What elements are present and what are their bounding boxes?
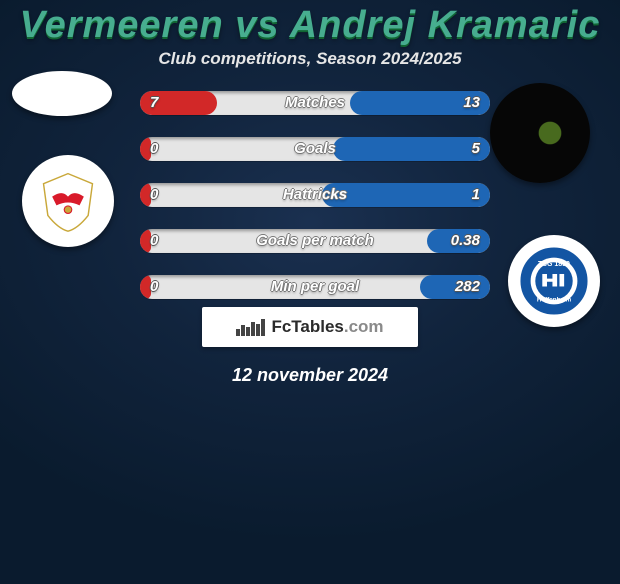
stat-row: 01Hattricks <box>140 183 490 207</box>
player-right-avatar <box>490 83 590 183</box>
stat-row: 05Goals <box>140 137 490 161</box>
rb-leipzig-icon <box>32 165 104 237</box>
stat-row: 0282Min per goal <box>140 275 490 299</box>
club-left-logo <box>22 155 114 247</box>
stat-row: 00.38Goals per match <box>140 229 490 253</box>
brand-chart-icon <box>236 319 265 336</box>
date-label: 12 november 2024 <box>0 365 620 386</box>
stat-label: Hattricks <box>140 183 490 207</box>
club-right-logo: TSG 1899 Hoffenheim <box>508 235 600 327</box>
stat-label: Min per goal <box>140 275 490 299</box>
page-title: Vermeeren vs Andrej Kramaric <box>0 4 620 47</box>
stat-label: Matches <box>140 91 490 115</box>
svg-text:Hoffenheim: Hoffenheim <box>537 296 572 303</box>
stat-bars: 713Matches 05Goals 01Hattricks 00.38Goals p… <box>140 91 490 321</box>
stat-row: 713Matches <box>140 91 490 115</box>
stat-label: Goals per match <box>140 229 490 253</box>
player-left-avatar <box>12 71 112 116</box>
stat-label: Goals <box>140 137 490 161</box>
svg-text:TSG 1899: TSG 1899 <box>538 261 570 268</box>
subtitle: Club competitions, Season 2024/2025 <box>0 49 620 69</box>
tsg-hoffenheim-icon: TSG 1899 Hoffenheim <box>515 242 593 320</box>
